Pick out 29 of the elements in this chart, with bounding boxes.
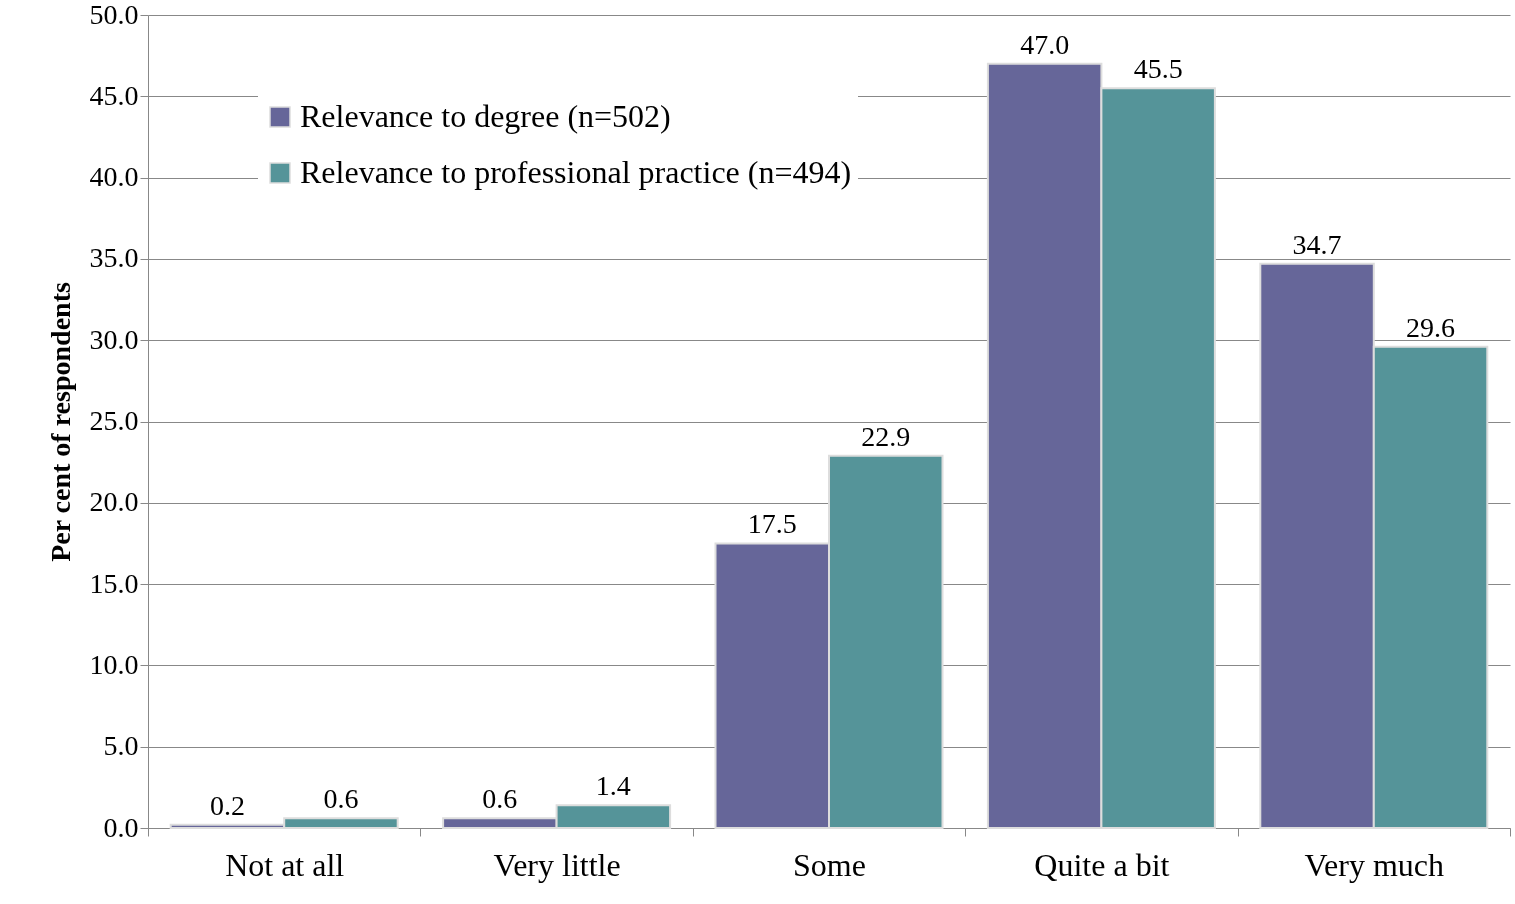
data-label: 47.0 bbox=[1020, 28, 1070, 60]
data-label: 0.6 bbox=[323, 783, 359, 815]
x-tick-label: Quite a bit bbox=[1034, 846, 1170, 883]
data-label: 45.5 bbox=[1133, 53, 1183, 85]
data-label: 22.9 bbox=[861, 420, 911, 452]
x-tick-label: Not at all bbox=[225, 846, 345, 883]
x-tick-label: Very much bbox=[1304, 846, 1445, 883]
y-tick-label: 50.0 bbox=[89, 0, 139, 30]
legend-label: Relevance to professional practice (n=494) bbox=[300, 154, 852, 190]
data-label: 29.6 bbox=[1406, 311, 1456, 343]
y-axis-title: Per cent of respondents bbox=[44, 282, 76, 562]
y-tick-label: 5.0 bbox=[103, 730, 139, 762]
data-label: 17.5 bbox=[747, 508, 797, 540]
x-tick-label: Very little bbox=[493, 846, 621, 883]
y-tick-label: 25.0 bbox=[89, 405, 139, 436]
legend-label: Relevance to degree (n=502) bbox=[300, 98, 671, 134]
y-tick-label: 20.0 bbox=[89, 486, 139, 518]
data-label: 1.4 bbox=[595, 770, 631, 802]
y-tick-label: 15.0 bbox=[89, 567, 139, 599]
y-tick-label: 10.0 bbox=[89, 648, 139, 680]
y-tick-label: 30.0 bbox=[89, 323, 139, 355]
y-tick-label: 40.0 bbox=[89, 161, 139, 193]
y-tick-label: 35.0 bbox=[89, 242, 139, 274]
y-tick-label: 0.0 bbox=[103, 811, 139, 843]
y-tick-label: 45.0 bbox=[89, 79, 139, 111]
x-tick-label: Some bbox=[793, 846, 866, 883]
data-label: 0.6 bbox=[482, 783, 518, 815]
data-label: 0.2 bbox=[209, 789, 245, 821]
data-label: 34.7 bbox=[1292, 228, 1342, 260]
